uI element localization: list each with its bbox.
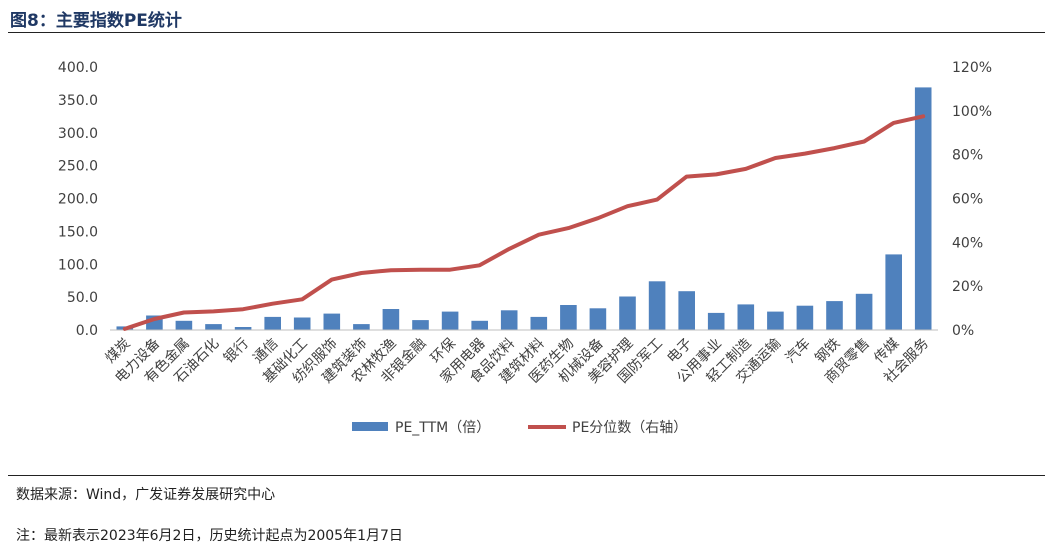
right-tick-label: 100% bbox=[952, 104, 992, 120]
bar bbox=[737, 304, 755, 330]
bar bbox=[707, 312, 725, 330]
left-tick-label: 150.0 bbox=[58, 224, 98, 240]
bar bbox=[412, 320, 429, 330]
bar bbox=[767, 311, 784, 330]
legend-label-pe-ttm: PE_TTM（倍） bbox=[395, 420, 490, 436]
bar bbox=[796, 305, 814, 330]
legend-label-pe-percentile: PE分位数（右轴） bbox=[572, 420, 687, 436]
bar bbox=[293, 317, 311, 330]
bar bbox=[205, 324, 222, 330]
bar bbox=[264, 316, 281, 330]
right-axis: 0% 20% 40% 60% 80% 100% 120% bbox=[952, 60, 992, 339]
bar bbox=[530, 316, 548, 330]
right-tick-label: 0% bbox=[952, 323, 974, 339]
bar bbox=[323, 313, 341, 330]
source-text: 数据来源：Wind，广发证券发展研究中心 bbox=[16, 487, 276, 503]
left-tick-label: 300.0 bbox=[58, 126, 98, 142]
left-tick-label: 400.0 bbox=[58, 60, 98, 76]
right-tick-label: 80% bbox=[952, 148, 983, 164]
bar bbox=[500, 310, 518, 330]
bar bbox=[648, 281, 666, 330]
legend-swatch-pe-ttm bbox=[352, 422, 388, 431]
right-tick-label: 40% bbox=[952, 235, 983, 251]
left-tick-label: 350.0 bbox=[58, 93, 98, 109]
note-text: 注：最新表示2023年6月2日，历史统计起点为2005年1月7日 bbox=[16, 528, 403, 544]
top-rule bbox=[8, 32, 1045, 33]
bar bbox=[589, 308, 607, 330]
left-tick-label: 0.0 bbox=[76, 323, 98, 339]
left-tick-label: 50.0 bbox=[67, 290, 98, 306]
left-tick-label: 200.0 bbox=[58, 192, 98, 208]
pe-chart: 0.0 50.0 100.0 150.0 200.0 250.0 300.0 350.0 400… bbox=[58, 60, 992, 436]
bar bbox=[619, 296, 636, 330]
x-tick-label: 银行 bbox=[221, 336, 252, 367]
bar-series bbox=[116, 87, 932, 331]
right-tick-label: 60% bbox=[952, 192, 983, 208]
bar bbox=[914, 87, 932, 331]
bar bbox=[826, 301, 843, 330]
bar bbox=[353, 324, 370, 330]
left-axis: 0.0 50.0 100.0 150.0 200.0 250.0 300.0 350.0 400… bbox=[58, 60, 98, 339]
legend: PE_TTM（倍） PE分位数（右轴） bbox=[352, 420, 687, 436]
right-tick-label: 120% bbox=[952, 60, 992, 76]
bottom-rule bbox=[8, 475, 1045, 476]
left-tick-label: 250.0 bbox=[58, 159, 98, 175]
bar bbox=[855, 293, 873, 330]
right-tick-label: 20% bbox=[952, 279, 983, 295]
bar bbox=[234, 327, 252, 330]
bar bbox=[885, 254, 902, 330]
x-axis-labels: 煤炭电力设备有色金属石油石化银行通信基础化工纺织服饰建筑装饰农林牧渔非银金融环保… bbox=[103, 335, 933, 387]
figure-title: 图8：主要指数PE统计 bbox=[10, 11, 182, 31]
bar bbox=[471, 320, 488, 330]
left-tick-label: 100.0 bbox=[58, 257, 98, 273]
x-tick-label: 汽车 bbox=[782, 335, 814, 367]
bar bbox=[441, 311, 459, 330]
bar bbox=[382, 309, 400, 330]
bar bbox=[560, 305, 577, 330]
bar bbox=[678, 291, 695, 330]
bar bbox=[175, 320, 193, 330]
line-series-pe-percentile bbox=[122, 114, 926, 331]
